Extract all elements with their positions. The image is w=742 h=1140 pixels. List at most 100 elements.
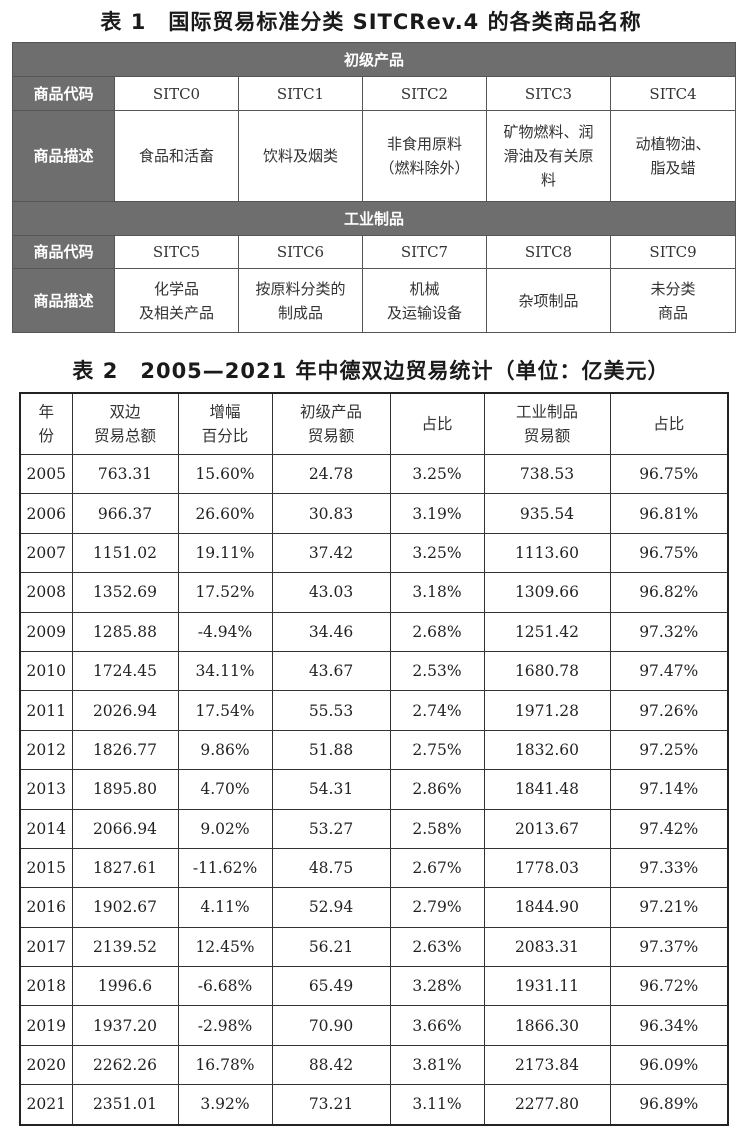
table-cell: 966.37 [71, 493, 179, 534]
code-cell: SITC6 [238, 235, 363, 269]
table-row: 2018 1996.6 -6.68% 65.49 3.28% 1931.11 96.72% [19, 966, 729, 1007]
table-cell: 2.75% [389, 729, 485, 771]
table-cell: 2.67% [389, 847, 485, 889]
table-cell: 2.79% [389, 887, 485, 928]
code-cell: SITC0 [114, 76, 239, 111]
table-cell: 16.78% [177, 1044, 273, 1086]
table-cell: 2009 [19, 611, 73, 652]
desc-cell: 化学品 及相关产品 [114, 268, 239, 333]
table-cell: 763.31 [71, 453, 179, 495]
industrial-products-header: 工业制品 [11, 201, 737, 236]
table-row: 2011 2026.94 17.54% 55.53 2.74% 1971.28 97.26% [19, 690, 729, 731]
table-cell: 1931.11 [483, 966, 611, 1007]
column-header: 工业制品 贸易额 [483, 392, 611, 455]
table-cell: 1827.61 [71, 847, 179, 889]
table-cell: 2173.84 [483, 1044, 611, 1086]
table-cell: 30.83 [271, 493, 391, 534]
code-cell: SITC7 [362, 235, 487, 269]
table-cell: 2011 [19, 690, 73, 731]
table-cell: 3.25% [389, 532, 485, 574]
table-cell: 97.14% [609, 769, 729, 810]
table-cell: 3.81% [389, 1044, 485, 1086]
table-cell: 738.53 [483, 453, 611, 495]
code-cell: SITC9 [609, 235, 737, 269]
table-cell: 3.92% [177, 1084, 273, 1126]
table-row: 2008 1352.69 17.52% 43.03 3.18% 1309.66 96.82% [19, 572, 729, 613]
table-cell: 12.45% [177, 926, 273, 968]
table-cell: 24.78 [271, 453, 391, 495]
code-cell: SITC8 [486, 235, 611, 269]
table-cell: 2139.52 [71, 926, 179, 968]
table-cell: 34.46 [271, 611, 391, 652]
table-cell: 1251.42 [483, 611, 611, 652]
table-row: 2010 1724.45 34.11% 43.67 2.53% 1680.78 97.47% [19, 650, 729, 692]
column-header: 占比 [609, 392, 729, 455]
table-cell: 43.67 [271, 650, 391, 692]
code-label-primary: 商品代码 [12, 76, 115, 111]
table-cell: 4.11% [177, 887, 273, 928]
table-cell: 2.63% [389, 926, 485, 968]
table-cell: 2066.94 [71, 808, 179, 849]
table-row: 2016 1902.67 4.11% 52.94 2.79% 1844.90 97.21% [19, 887, 729, 928]
table-cell: 2351.01 [71, 1084, 179, 1126]
column-header: 年份 [19, 392, 73, 455]
code-cell: SITC5 [114, 235, 239, 269]
desc-label-primary: 商品描述 [12, 110, 115, 202]
table-cell: 2.74% [389, 690, 485, 731]
desc-cell: 动植物油、 脂及蜡 [609, 110, 737, 202]
table-cell: 3.66% [389, 1005, 485, 1046]
table-cell: 2016 [19, 887, 73, 928]
table-cell: -11.62% [177, 847, 273, 889]
table-cell: 55.53 [271, 690, 391, 731]
table-cell: 34.11% [177, 650, 273, 692]
table-cell: 96.09% [609, 1044, 729, 1086]
table-cell: 96.82% [609, 572, 729, 613]
code-cell: SITC4 [609, 76, 737, 111]
table-cell: 2008 [19, 572, 73, 613]
column-header: 占比 [389, 392, 485, 455]
table-cell: 1996.6 [71, 966, 179, 1007]
table-cell: 1778.03 [483, 847, 611, 889]
table-cell: 1309.66 [483, 572, 611, 613]
table-cell: 2277.80 [483, 1084, 611, 1126]
table-cell: 2019 [19, 1005, 73, 1046]
table-cell: 26.60% [177, 493, 273, 534]
column-header: 初级产品 贸易额 [271, 392, 391, 455]
table-cell: 1902.67 [71, 887, 179, 928]
table-cell: 2017 [19, 926, 73, 968]
table-cell: 3.18% [389, 572, 485, 613]
table-cell: 1352.69 [71, 572, 179, 613]
table-row: 2006 966.37 26.60% 30.83 3.19% 935.54 96.81% [19, 493, 729, 534]
table-cell: 9.02% [177, 808, 273, 849]
table-cell: 3.28% [389, 966, 485, 1007]
desc-cell: 非食用原料 （燃料除外） [362, 110, 487, 202]
sitc-classification-table: 初级产品 商品代码 SITC0 SITC1 SITC2 SITC3 SITC4 … [11, 42, 737, 333]
table-cell: 1895.80 [71, 769, 179, 810]
table-cell: 9.86% [177, 729, 273, 771]
desc-cell: 食品和活畜 [114, 110, 239, 202]
desc-cell: 杂项制品 [486, 268, 611, 333]
table-cell: 1866.30 [483, 1005, 611, 1046]
table-cell: 2006 [19, 493, 73, 534]
table-cell: 54.31 [271, 769, 391, 810]
table-cell: 96.75% [609, 453, 729, 495]
table-body: 2005 763.31 15.60% 24.78 3.25% 738.53 96.75% 20… [19, 453, 729, 1126]
table-cell: 2014 [19, 808, 73, 849]
table-row: 2021 2351.01 3.92% 73.21 3.11% 2277.80 96.89% [19, 1084, 729, 1126]
code-cell: SITC1 [238, 76, 363, 111]
table-cell: 2.58% [389, 808, 485, 849]
table-row: 2019 1937.20 -2.98% 70.90 3.66% 1866.30 96.34% [19, 1005, 729, 1046]
table-cell: 96.89% [609, 1084, 729, 1126]
table-cell: 53.27 [271, 808, 391, 849]
table-row: 2015 1827.61 -11.62% 48.75 2.67% 1778.03 97.33… [19, 847, 729, 889]
table-row: 2005 763.31 15.60% 24.78 3.25% 738.53 96.75% [19, 453, 729, 495]
table-cell: 2.86% [389, 769, 485, 810]
desc-cell: 未分类 商品 [609, 268, 737, 333]
table-cell: 2.53% [389, 650, 485, 692]
table-cell: 88.42 [271, 1044, 391, 1086]
desc-cell: 矿物燃料、润 滑油及有关原料 [486, 110, 611, 202]
table-cell: 3.11% [389, 1084, 485, 1126]
table-cell: 1826.77 [71, 729, 179, 771]
table-cell: 97.33% [609, 847, 729, 889]
table-cell: 97.42% [609, 808, 729, 849]
